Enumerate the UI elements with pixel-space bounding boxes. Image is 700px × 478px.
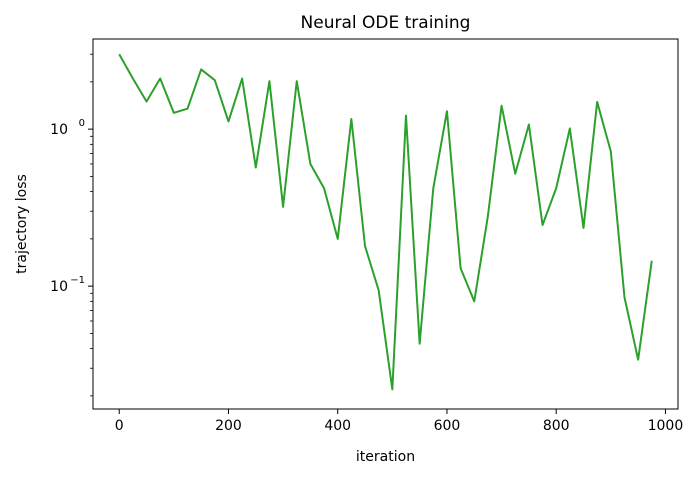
y-tick-exponent: 0 — [79, 118, 85, 129]
x-axis: 0 200 400 600 800 1000 — [115, 409, 683, 434]
data-point — [528, 123, 530, 125]
data-point — [159, 77, 161, 79]
data-point — [132, 77, 134, 79]
data-point — [637, 358, 639, 360]
data-point — [582, 227, 584, 229]
data-point — [282, 206, 284, 208]
plot-area — [118, 53, 653, 391]
data-point — [364, 245, 366, 247]
data-point — [145, 100, 147, 102]
data-point — [432, 187, 434, 189]
x-tick-label: 600 — [434, 418, 461, 434]
y-tick-exponent: −1 — [70, 275, 85, 286]
data-point — [596, 101, 598, 103]
data-point — [569, 127, 571, 129]
series-line — [118, 53, 653, 391]
data-point — [377, 289, 379, 291]
data-point — [268, 80, 270, 82]
x-tick-label: 1000 — [648, 418, 684, 434]
data-point — [651, 260, 653, 262]
y-axis-label: trajectory loss — [14, 174, 30, 274]
plot-frame — [92, 38, 679, 410]
data-point — [200, 68, 202, 70]
data-point — [391, 388, 393, 390]
x-axis-label: iteration — [356, 449, 415, 465]
data-point — [446, 110, 448, 112]
data-point — [241, 77, 243, 79]
data-point — [487, 215, 489, 217]
x-tick-label: 400 — [324, 418, 351, 434]
data-point — [405, 114, 407, 116]
data-point — [459, 267, 461, 269]
data-point — [323, 187, 325, 189]
data-point — [118, 53, 120, 55]
data-point — [541, 224, 543, 226]
data-point — [186, 107, 188, 109]
y-tick-label: 10 — [50, 279, 68, 295]
data-point — [610, 150, 612, 152]
x-tick-label: 0 — [115, 418, 124, 434]
data-point — [473, 300, 475, 302]
x-tick-label: 200 — [215, 418, 242, 434]
data-point — [350, 118, 352, 120]
data-point — [296, 80, 298, 82]
chart-title: Neural ODE training — [301, 13, 471, 33]
data-point — [214, 79, 216, 81]
y-tick-label: 10 — [50, 122, 68, 138]
data-point — [514, 173, 516, 175]
data-point — [623, 296, 625, 298]
data-point — [173, 112, 175, 114]
data-point — [227, 120, 229, 122]
data-point — [337, 238, 339, 240]
x-tick-label: 800 — [543, 418, 570, 434]
data-point — [255, 166, 257, 168]
data-point — [500, 104, 502, 106]
data-point — [555, 187, 557, 189]
data-point — [309, 163, 311, 165]
data-point — [418, 342, 420, 344]
